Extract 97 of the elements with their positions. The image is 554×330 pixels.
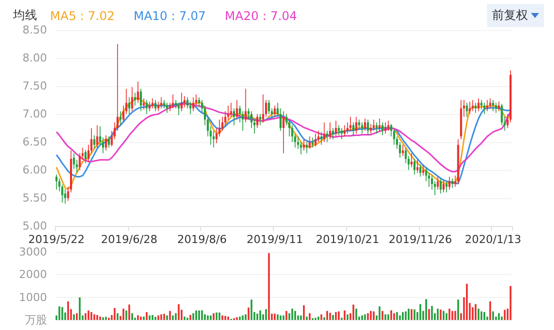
text: 前复权 xyxy=(492,7,528,24)
x-tick-label: 2019/8/6 xyxy=(177,233,227,246)
candlestick xyxy=(55,174,58,190)
text: MA20 : 7.04 xyxy=(224,9,298,23)
text: MA5 : 7.02 xyxy=(50,9,115,23)
y-tick-label: 8.50 xyxy=(22,24,47,36)
candlestick xyxy=(64,188,66,204)
y-tick-label: 3000 xyxy=(19,246,47,258)
y-tick-label: 7.00 xyxy=(22,108,47,120)
y-tick-label: 5.50 xyxy=(22,192,47,204)
x-tick-label: 2019/6/28 xyxy=(101,233,158,246)
candlestick xyxy=(282,110,285,154)
candlestick xyxy=(189,101,192,114)
candlestick xyxy=(108,136,110,148)
candlestick xyxy=(154,100,156,112)
candlestick xyxy=(422,164,424,176)
candlestick xyxy=(483,102,486,114)
candlestick xyxy=(384,122,386,134)
candlestick xyxy=(376,122,378,134)
candlestick xyxy=(131,86,134,112)
candlestick xyxy=(442,180,445,193)
candlestick xyxy=(256,114,258,128)
candlestick xyxy=(349,116,352,132)
candlestick xyxy=(184,96,186,108)
y-tick-label: 7.50 xyxy=(22,80,47,92)
candlestick xyxy=(494,102,498,114)
candlestick xyxy=(146,100,148,114)
candlestick xyxy=(387,120,390,132)
candlestick xyxy=(416,160,418,174)
candlestick xyxy=(308,136,311,150)
candlestick xyxy=(166,102,168,114)
candlestick xyxy=(381,122,384,136)
x-tick-label: 2019/9/11 xyxy=(246,233,303,246)
candlestick xyxy=(314,133,317,147)
candlestick xyxy=(445,180,448,193)
x-tick-label: 2019/5/22 xyxy=(28,233,85,246)
candlestick xyxy=(448,176,450,190)
candlestick xyxy=(232,108,236,126)
candlestick xyxy=(140,88,142,112)
candlestick xyxy=(326,130,328,142)
candlestick xyxy=(244,88,247,123)
y-tick-label: 6.00 xyxy=(22,164,47,176)
candlestick xyxy=(472,100,474,112)
candlestick xyxy=(410,152,413,168)
candlestick xyxy=(478,98,480,112)
candlestick xyxy=(312,137,314,148)
candlestick xyxy=(274,105,276,118)
y-tick-label: 2000 xyxy=(19,268,47,282)
candlestick xyxy=(230,102,232,118)
candlestick xyxy=(355,116,358,134)
candlestick xyxy=(364,118,366,132)
y-tick-label: 万股 xyxy=(25,314,47,326)
y-tick-label: 5.00 xyxy=(22,220,47,232)
candlestick xyxy=(134,92,136,106)
x-tick-label: 2019/11/26 xyxy=(388,233,452,246)
candlestick xyxy=(329,122,332,140)
y-tick-label: 6.50 xyxy=(22,136,47,148)
candlestick xyxy=(370,124,372,134)
candlestick xyxy=(268,100,270,114)
candlestick xyxy=(93,134,96,150)
candlestick xyxy=(338,124,340,136)
candlestick xyxy=(474,102,477,114)
candlestick xyxy=(486,100,488,112)
x-tick-label: 2020/1/13 xyxy=(464,233,522,246)
x-tick-label: 2019/10/21 xyxy=(316,233,380,246)
candlestick xyxy=(178,102,180,116)
candlestick xyxy=(366,119,369,136)
candlestick xyxy=(352,122,354,137)
candlestick xyxy=(96,124,98,148)
legend-title: 均线 xyxy=(12,8,37,22)
candlestick xyxy=(498,101,500,112)
candlestick xyxy=(72,152,75,170)
candlestick xyxy=(157,101,160,112)
candlestick xyxy=(160,96,162,109)
candlestick xyxy=(440,178,442,194)
candlestick xyxy=(180,92,183,112)
candlestick xyxy=(262,94,264,123)
candlestick xyxy=(419,164,422,178)
y-tick-label: 8.00 xyxy=(22,52,47,64)
candlestick xyxy=(451,178,454,188)
y-tick-label: 1000 xyxy=(19,290,47,304)
text: MA10 : 7.07 xyxy=(134,9,206,23)
candlestick xyxy=(236,100,238,120)
candlestick xyxy=(361,122,364,134)
candlestick xyxy=(413,158,416,175)
candlestick xyxy=(192,96,194,112)
candlestick xyxy=(148,101,151,112)
candlestick xyxy=(334,120,337,137)
candlestick xyxy=(466,102,468,118)
candlestick xyxy=(436,176,439,190)
candlestick xyxy=(323,122,326,142)
candlestick xyxy=(104,134,107,151)
candlestick xyxy=(372,119,375,132)
candlestick xyxy=(128,96,130,114)
candlestick xyxy=(84,149,87,164)
candlestick xyxy=(378,118,381,132)
candlestick xyxy=(136,81,139,104)
